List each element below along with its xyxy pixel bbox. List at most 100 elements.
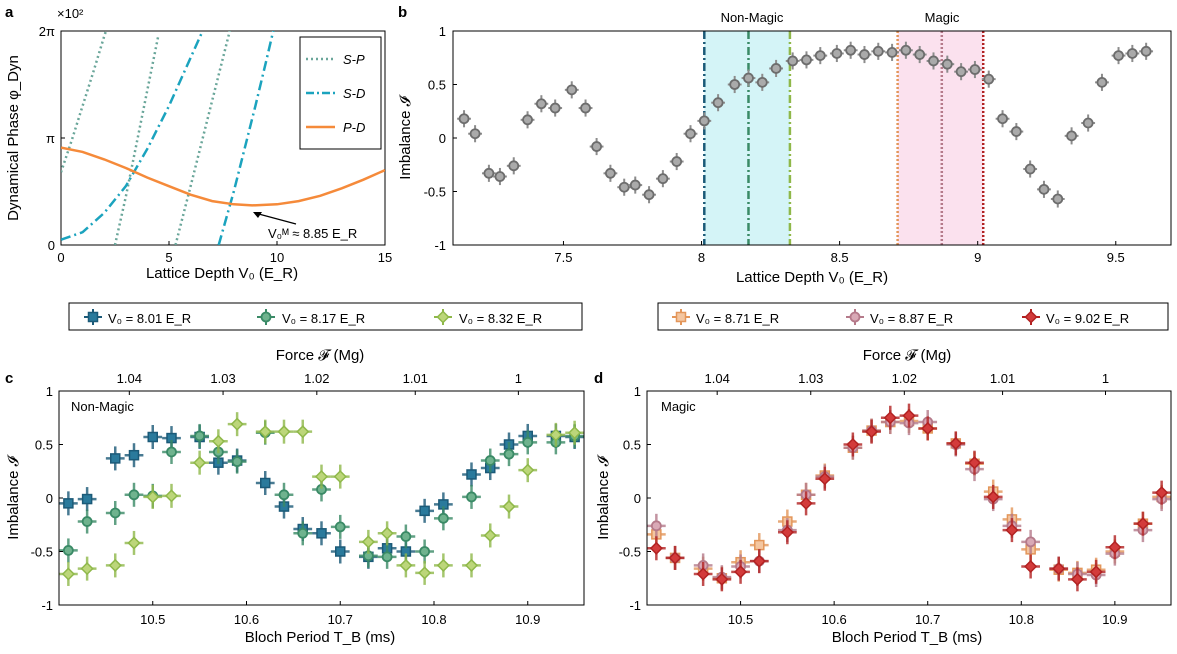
point-circle — [437, 512, 449, 524]
magic-shading — [897, 31, 984, 245]
xtick-label: 10.8 — [1009, 612, 1034, 627]
b-point — [814, 50, 826, 62]
point-diamond — [921, 421, 935, 436]
point-diamond — [127, 536, 141, 550]
a-xtick-label: 0 — [57, 250, 64, 265]
a-ytick-label: 2π — [39, 24, 55, 39]
panel-d-xlabel: Bloch Period T_B (ms) — [832, 629, 983, 646]
a-xtick-label: 5 — [165, 250, 172, 265]
panel-letter-b: b — [398, 4, 407, 21]
toptick-label: 1.01 — [990, 371, 1015, 386]
legend-marker-square — [87, 311, 99, 323]
curve-s-d-3 — [61, 31, 204, 241]
panel-c-toplabel: Force 𝓕 (Mg) — [276, 347, 365, 364]
ytick-label: -1 — [41, 598, 53, 613]
point-circle — [278, 489, 290, 501]
b-point — [845, 44, 857, 56]
point-diamond — [696, 567, 710, 581]
point-diamond — [230, 417, 244, 431]
b-point — [969, 64, 981, 75]
b-point — [591, 141, 602, 152]
xtick-label: 10.7 — [328, 612, 353, 627]
point-square — [147, 431, 158, 443]
point-diamond — [361, 535, 375, 549]
legend-magic-items — [672, 309, 1040, 325]
legend-marker-square — [675, 311, 687, 323]
curve-p-d-5 — [61, 146, 385, 207]
b-point — [859, 49, 870, 60]
point-diamond — [1108, 540, 1122, 554]
b-point — [643, 189, 655, 201]
b-point — [1096, 76, 1108, 88]
point-diamond — [1024, 559, 1038, 574]
panel-c-points — [59, 412, 584, 586]
point-square — [754, 539, 765, 551]
point-diamond — [296, 425, 310, 439]
point-diamond — [314, 470, 329, 484]
toptick-label: 1.02 — [304, 371, 329, 386]
curve-s-d-4 — [217, 31, 275, 245]
point-diamond — [1136, 517, 1150, 531]
point-diamond — [949, 436, 963, 450]
panel-b-vlines — [703, 31, 985, 245]
panel-a-legend: S-P S-D P-D — [299, 36, 382, 150]
b-ytick-label: 0.5 — [428, 78, 446, 93]
legend-magic: V₀ = 8.71 E_R V₀ = 8.87 E_R V₀ = 9.02 E_… — [657, 302, 1169, 331]
xtick-label: 10.5 — [728, 612, 753, 627]
point-diamond — [193, 456, 207, 470]
b-point — [712, 97, 724, 109]
region-nonmagic-label: Non-Magic — [721, 10, 784, 25]
ytick-label: 0 — [46, 491, 53, 506]
legend-marker-diamond — [436, 310, 450, 324]
arrow-head-icon — [253, 212, 262, 218]
toptick-label: 1.02 — [892, 371, 917, 386]
panel-c-label: Non-Magic — [71, 399, 134, 414]
toptick-label: 1.04 — [705, 371, 730, 386]
point-diamond — [780, 525, 794, 539]
panel-d: 10.5 10.6 10.7 10.8 10.91.04 1.03 1.02 1.01 1-1-… — [595, 347, 1172, 646]
ytick-label: 0 — [634, 491, 641, 506]
panel-d-points — [647, 403, 1171, 592]
b-point — [1113, 50, 1124, 62]
point-diamond — [436, 558, 450, 572]
legend-nonmagic: V₀ = 8.01 E_R V₀ = 8.17 E_R V₀ = 8.32 E_… — [68, 302, 583, 331]
b-point — [743, 72, 754, 84]
b-point — [549, 102, 561, 114]
ytick-label: 1 — [634, 384, 641, 399]
point-circle — [334, 521, 346, 533]
b-point — [605, 167, 616, 179]
legend-nonmagic-items — [84, 309, 452, 325]
panel-a-exponent: ×10² — [57, 6, 84, 21]
legend-marker-circle — [849, 311, 861, 323]
b-point — [872, 45, 884, 57]
b-xtick-label: 7.5 — [554, 250, 572, 265]
xtick-label: 10.5 — [140, 612, 165, 627]
point-diamond — [108, 558, 122, 572]
point-diamond — [380, 526, 394, 540]
panel-b-xlabel: Lattice Depth V₀ (E_R) — [736, 269, 888, 286]
legend-item-887: V₀ = 8.87 E_R — [870, 311, 953, 326]
region-magic-label: Magic — [925, 10, 960, 25]
point-diamond — [549, 428, 563, 442]
panel-a-curves — [61, 31, 385, 245]
b-point — [483, 167, 495, 179]
ytick-label: -0.5 — [619, 545, 641, 560]
b-point — [580, 102, 591, 114]
point-diamond — [649, 541, 663, 555]
xtick-label: 10.6 — [234, 612, 259, 627]
curve-s-p-1 — [113, 36, 160, 245]
panel-a-annotation: V₀ᴹ ≈ 8.85 E_R — [253, 212, 357, 241]
point-circle — [522, 436, 534, 448]
point-diamond — [277, 425, 291, 439]
point-circle — [128, 489, 140, 501]
a-ytick-label: π — [46, 131, 55, 146]
panel-d-ylabel: Imbalance 𝓘 — [595, 453, 612, 539]
point-circle — [400, 531, 412, 542]
b-point — [900, 44, 912, 56]
toptick-label: 1.03 — [210, 371, 235, 386]
legend-label-sd: S-D — [343, 86, 365, 101]
panel-letter-d: d — [594, 370, 603, 387]
annotation-arrow — [254, 212, 297, 225]
b-point — [522, 114, 533, 126]
a-xtick-label: 15 — [378, 250, 392, 265]
